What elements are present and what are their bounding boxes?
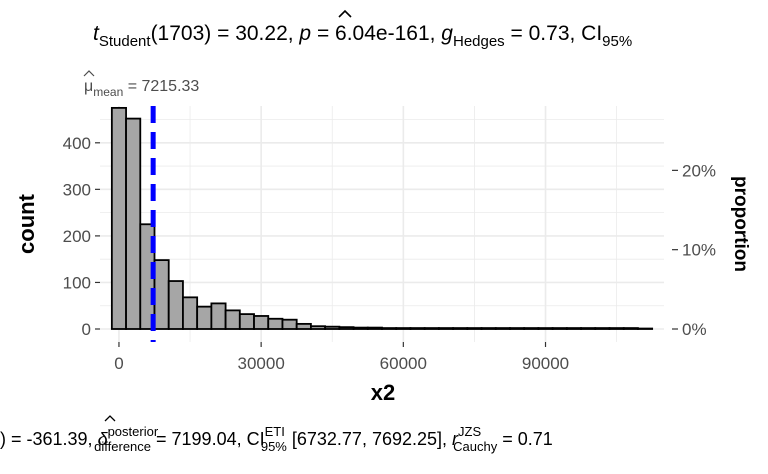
- histogram-bar: [523, 327, 540, 330]
- x-tick-label: 90000: [522, 354, 569, 373]
- histogram-bar: [310, 325, 327, 330]
- histogram-bar: [480, 327, 497, 330]
- mu-hat-icon: [83, 70, 95, 77]
- x-tick-label: 0: [114, 354, 123, 373]
- histogram-bar: [381, 327, 398, 330]
- r-superscript: JZS: [458, 424, 481, 439]
- mean-label: μmean = 7215.33: [84, 78, 199, 99]
- histogram-bar: [125, 117, 142, 330]
- histogram-bar: [423, 327, 440, 330]
- delta-hat-icon: [104, 415, 116, 422]
- ci-statistic: [6732.77, 7692.25],: [287, 429, 452, 449]
- histogram-bar: [196, 305, 213, 330]
- histogram-bar: [281, 318, 298, 330]
- ci-superscript: ETI: [265, 424, 285, 439]
- histogram-bar: [551, 327, 568, 330]
- g-hat-icon: [338, 9, 352, 18]
- histogram-bar: [437, 327, 454, 330]
- histogram-bar: [395, 327, 412, 330]
- delta-statistic: = 7199.04, CI: [151, 429, 265, 449]
- y-tick-label: 0: [82, 320, 91, 339]
- histogram-bar: [466, 327, 483, 330]
- t-subscript: Student: [99, 33, 152, 50]
- histogram-bar: [594, 327, 611, 330]
- histogram-bar: [608, 327, 625, 330]
- r-symbol: r: [452, 429, 459, 449]
- x-tick-label: 30000: [238, 354, 285, 373]
- histogram-bar: [622, 327, 639, 330]
- histogram-bar: [167, 280, 184, 330]
- bf-statistic: ) = -361.39,: [0, 429, 98, 449]
- t-symbol: t: [93, 22, 100, 45]
- chart-caption: ) = -361.39, δposterior difference = 7199…: [0, 424, 553, 454]
- r-subscript: Cauchy: [453, 439, 498, 454]
- y2-tick-label: 10%: [682, 241, 716, 260]
- ci-subscript: 95%: [602, 33, 632, 50]
- r-statistic: = 0.71: [497, 429, 553, 449]
- y2-tick-label: 20%: [682, 161, 716, 180]
- axes: 0 30000 60000 90000 0 100 200 300 400 0% 10% 20%: [63, 134, 716, 373]
- histogram-bar: [238, 313, 255, 330]
- histogram-bar: [253, 315, 270, 330]
- y2-tick-label: 0%: [682, 320, 707, 339]
- chart-subtitle: tStudent(1703) = 30.22, p = 6.04e-161, g…: [93, 22, 632, 50]
- histogram-bar: [580, 327, 597, 330]
- histogram-bar: [366, 326, 383, 330]
- delta-superscript: posterior: [108, 424, 159, 439]
- histogram-bar: [110, 106, 127, 330]
- p-statistic: = 6.04e-161,: [311, 22, 441, 45]
- histogram-bar: [295, 322, 312, 330]
- y-tick-label: 200: [63, 227, 91, 246]
- histogram-bar: [409, 327, 426, 330]
- histogram-bar: [224, 309, 241, 330]
- histogram-bar: [182, 296, 199, 330]
- x-axis-title: x2: [371, 380, 395, 405]
- y-tick-label: 300: [63, 180, 91, 199]
- mean-value: = 7215.33: [123, 78, 199, 95]
- g-subscript: Hedges: [453, 33, 505, 50]
- mean-subscript: mean: [93, 85, 123, 99]
- y-tick-label: 100: [63, 273, 91, 292]
- p-symbol: p: [298, 22, 311, 45]
- y2-axis-title: proportion: [730, 176, 751, 272]
- t-statistic: (1703) = 30.22,: [151, 22, 300, 45]
- histogram-bar: [494, 327, 511, 330]
- delta-subscript: difference: [94, 439, 151, 454]
- histogram-bar: [352, 326, 369, 330]
- mean-symbol: μ: [84, 78, 93, 95]
- histogram-bar: [338, 326, 355, 330]
- histogram-bar: [153, 259, 170, 330]
- histogram-bar: [537, 327, 554, 330]
- histogram-bar: [267, 317, 284, 330]
- y-axis-title: count: [14, 193, 39, 254]
- delta-symbol: δ: [98, 429, 109, 449]
- x-tick-label: 60000: [380, 354, 427, 373]
- histogram-bar: [210, 302, 227, 330]
- histogram-bar: [565, 327, 582, 330]
- g-statistic: = 0.73, CI: [505, 22, 602, 45]
- ci-subscript-caption: 95%: [261, 439, 287, 454]
- histogram-bar: [509, 327, 526, 330]
- histogram-bar: [324, 325, 341, 330]
- bars: [110, 106, 654, 330]
- g-symbol: g: [441, 22, 453, 45]
- histogram-bar: [452, 327, 469, 330]
- y-tick-label: 400: [63, 134, 91, 153]
